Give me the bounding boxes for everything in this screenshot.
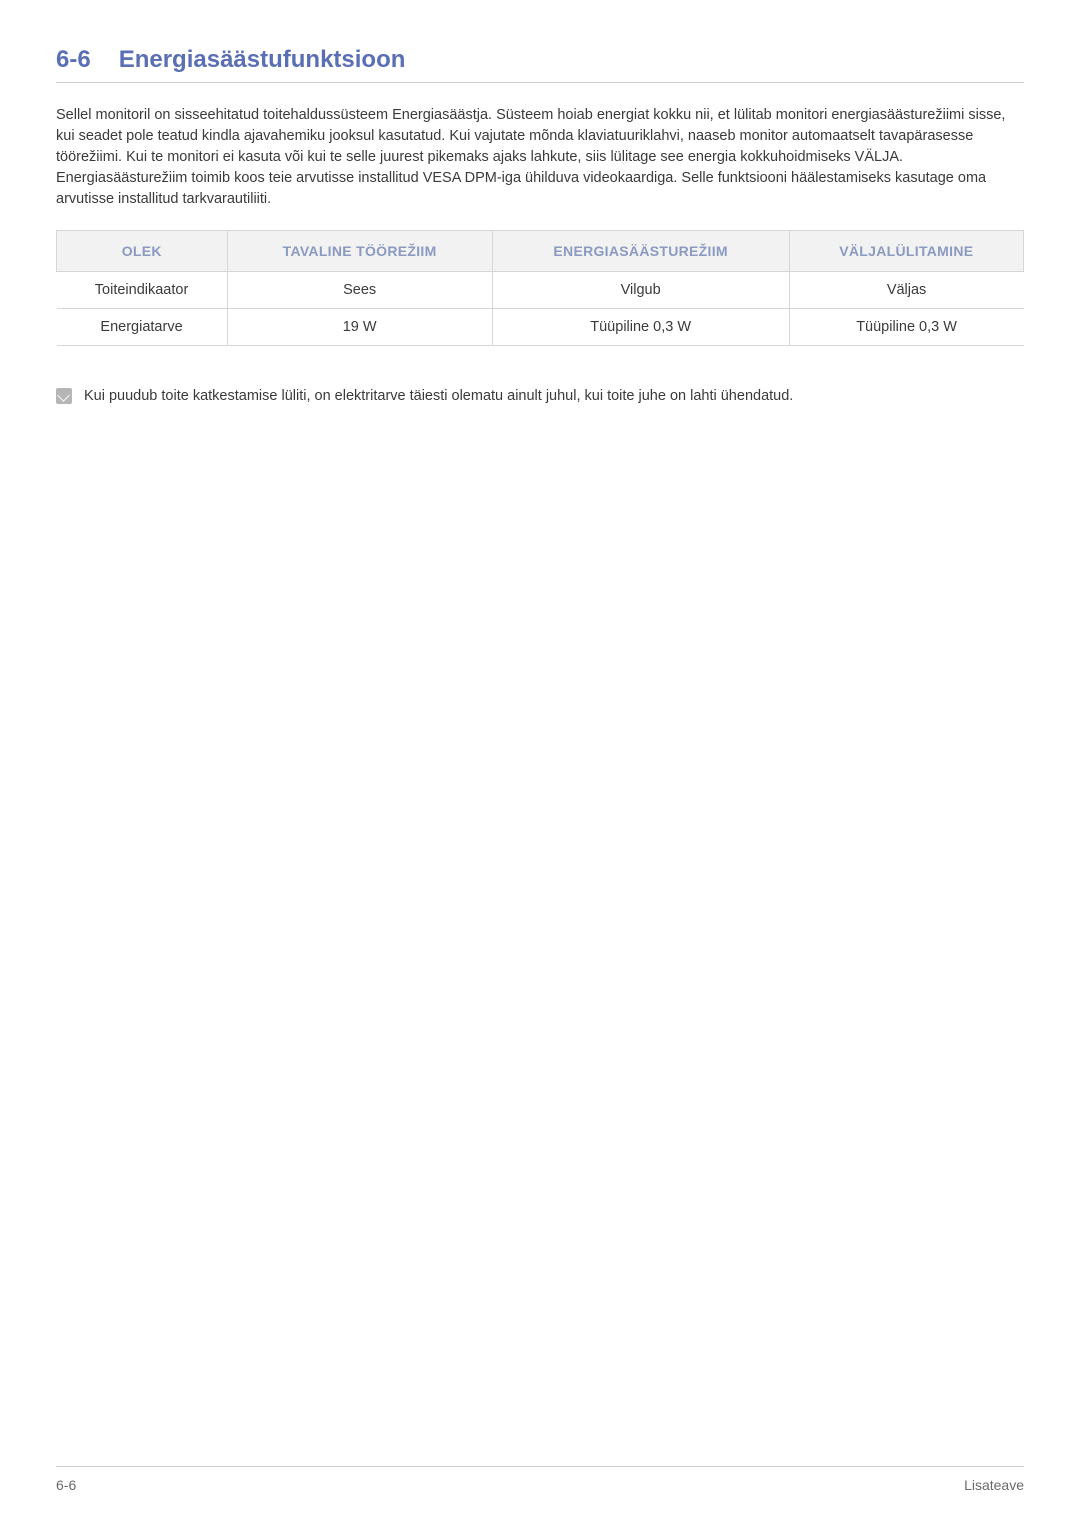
cell: Energiatarve <box>57 309 228 346</box>
cell: Sees <box>227 272 492 309</box>
cell: Vilgub <box>492 272 789 309</box>
footer-right: Lisateave <box>964 1477 1024 1493</box>
th-normal: TAVALINE TÖÖREŽIIM <box>227 231 492 272</box>
th-state: OLEK <box>57 231 228 272</box>
th-saving: ENERGIASÄÄSTUREŽIIM <box>492 231 789 272</box>
section-heading: 6-6 Energiasäästufunktsioon <box>56 46 1024 83</box>
footer-left: 6-6 <box>56 1477 76 1493</box>
th-off: VÄLJALÜLITAMINE <box>789 231 1023 272</box>
intro-paragraph: Sellel monitoril on sisseehitatud toiteh… <box>56 105 1024 210</box>
section-title: Energiasäästufunktsioon <box>119 46 406 74</box>
page-footer: 6-6 Lisateave <box>56 1466 1024 1493</box>
note-icon <box>56 388 72 404</box>
cell: Väljas <box>789 272 1023 309</box>
section-number: 6-6 <box>56 46 91 74</box>
cell: Tüüpiline 0,3 W <box>789 309 1023 346</box>
note: Kui puudub toite katkestamise lüliti, on… <box>56 386 1024 407</box>
table-row: Toiteindikaator Sees Vilgub Väljas <box>57 272 1024 309</box>
cell: Toiteindikaator <box>57 272 228 309</box>
note-text: Kui puudub toite katkestamise lüliti, on… <box>84 386 793 407</box>
table-header-row: OLEK TAVALINE TÖÖREŽIIM ENERGIASÄÄSTUREŽ… <box>57 231 1024 272</box>
table-row: Energiatarve 19 W Tüüpiline 0,3 W Tüüpil… <box>57 309 1024 346</box>
spec-table: OLEK TAVALINE TÖÖREŽIIM ENERGIASÄÄSTUREŽ… <box>56 230 1024 346</box>
cell: Tüüpiline 0,3 W <box>492 309 789 346</box>
cell: 19 W <box>227 309 492 346</box>
